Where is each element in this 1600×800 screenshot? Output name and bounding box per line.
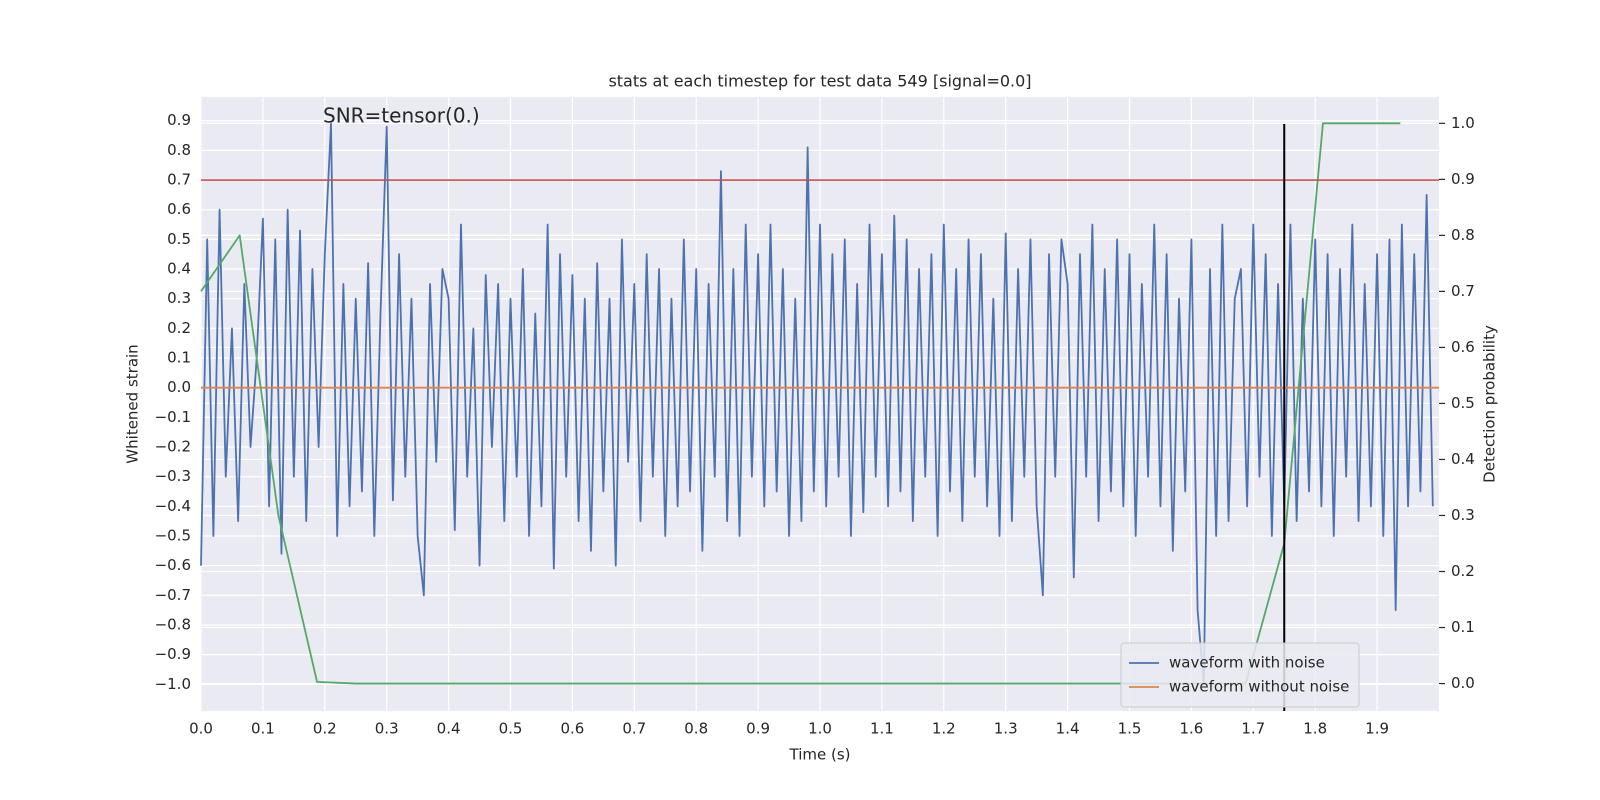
x-tick-label: 1.7 (1241, 720, 1265, 738)
x-tick-label: 1.5 (1118, 720, 1142, 738)
y-tick-label: −0.4 (155, 497, 191, 515)
legend-label: waveform with noise (1169, 654, 1325, 672)
series-line (200, 122, 1434, 686)
y2-tick-label: 0.0 (1451, 674, 1475, 692)
y-tick-label: −1.0 (155, 675, 191, 693)
y-tick-label: −0.8 (155, 615, 191, 633)
x-tick-label: 1.2 (932, 720, 956, 738)
legend-box (1120, 642, 1360, 708)
x-tick-label: 1.3 (994, 720, 1018, 738)
x-tick-label: 0.4 (437, 720, 461, 738)
chart-title: stats at each timestep for test data 549… (608, 72, 1031, 91)
y-tick-label: 0.7 (167, 171, 191, 189)
y2-tick-label: 1.0 (1451, 114, 1475, 132)
y-tick-label: 0.5 (167, 230, 191, 248)
y-tick-label: −0.5 (155, 526, 191, 544)
y2-tick-label: 0.8 (1451, 226, 1475, 244)
x-tick-label: 1.0 (808, 720, 832, 738)
y2-tick-label: 0.7 (1451, 282, 1475, 300)
x-tick-label: 1.8 (1303, 720, 1327, 738)
y2-tick-label: 0.4 (1451, 450, 1475, 468)
y2-tick-label: 0.6 (1451, 338, 1475, 356)
x-tick-label: 1.1 (870, 720, 894, 738)
y-tick-label: 0.0 (167, 378, 191, 396)
y-tick-label: 0.6 (167, 200, 191, 218)
y-tick-label: 0.2 (167, 319, 191, 337)
y-tick-label: −0.1 (155, 408, 191, 426)
x-tick-label: 1.9 (1365, 720, 1389, 738)
legend-label: waveform without noise (1169, 678, 1349, 696)
y2-tick-label: 0.5 (1451, 394, 1475, 412)
y-tick-label: −0.9 (155, 645, 191, 663)
x-tick-label: 0.3 (375, 720, 399, 738)
x-tick-label: 0.6 (560, 720, 584, 738)
y-tick-label: 0.9 (167, 111, 191, 129)
x-tick-label: 0.5 (499, 720, 523, 738)
y-tick-label: −0.2 (155, 438, 191, 456)
y-tick-label: −0.3 (155, 467, 191, 485)
y-tick-label: 0.1 (167, 349, 191, 367)
x-tick-label: 0.8 (684, 720, 708, 738)
y-tick-label: 0.8 (167, 141, 191, 159)
y2-tick-label: 0.1 (1451, 618, 1475, 636)
y2-tick-label: 0.2 (1451, 562, 1475, 580)
x-tick-label: 0.1 (251, 720, 275, 738)
y-tick-label: 0.4 (167, 260, 191, 278)
x-tick-label: 0.9 (746, 720, 770, 738)
x-tick-label: 1.6 (1179, 720, 1203, 738)
annotation: SNR=tensor(0.) (323, 104, 480, 128)
y2-tick-label: 0.9 (1451, 170, 1475, 188)
y2-axis-label: Detection probability (1481, 325, 1499, 483)
y-tick-label: −0.7 (155, 586, 191, 604)
y-axis-label: Whitened strain (124, 344, 142, 463)
x-tick-label: 0.2 (313, 720, 337, 738)
x-axis-label: Time (s) (789, 746, 851, 764)
x-tick-label: 1.4 (1056, 720, 1080, 738)
y2-tick-label: 0.3 (1451, 506, 1475, 524)
x-tick-label: 0.7 (622, 720, 646, 738)
y-tick-label: 0.3 (167, 289, 191, 307)
y-tick-label: −0.6 (155, 556, 191, 574)
x-tick-label: 0.0 (189, 720, 213, 738)
